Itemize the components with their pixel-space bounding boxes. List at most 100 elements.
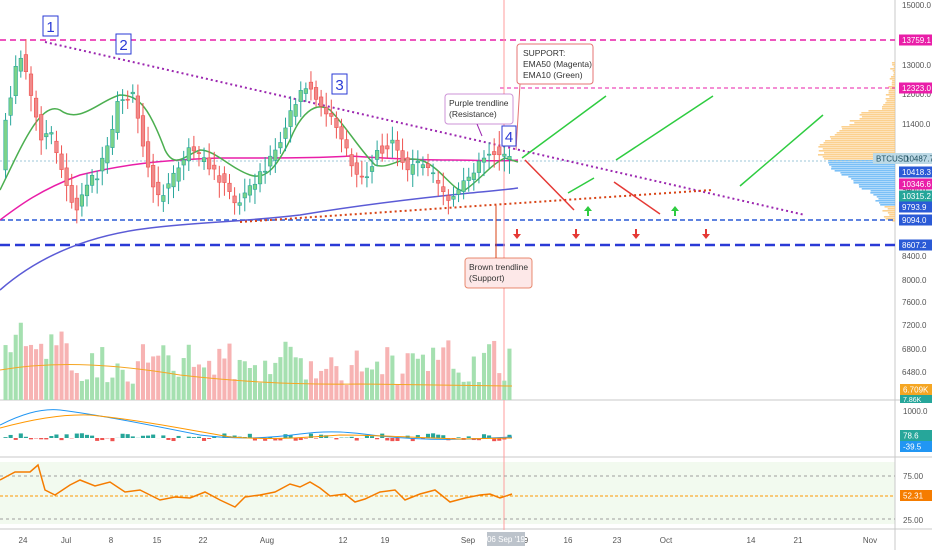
price-level-label: 9094.0 [902,216,927,225]
candle [228,183,232,191]
volume-profile-bar [862,116,895,118]
volume-profile-bar [859,186,895,188]
volume-bar [227,344,231,400]
macd-histogram-bar [39,438,43,439]
volume-profile-bar [854,182,895,184]
candle [19,58,23,71]
macd-histogram-bar [370,436,374,438]
volume-profile-bar [873,194,895,196]
volume-profile-bar [892,62,895,64]
macd-histogram-bar [390,438,394,441]
volume-bar [253,365,257,400]
candle [70,185,74,202]
macd-histogram-bar [126,434,130,438]
volume-bar [360,371,364,400]
candle [65,168,69,186]
candle [187,148,191,161]
candle [304,89,308,94]
volume-profile-bar [885,206,895,208]
volume-profile-bar [840,172,895,174]
candle [182,160,186,165]
candle [487,154,491,155]
candle [508,156,512,159]
rsi-band [0,462,895,524]
volume-bar [34,349,38,400]
volume-profile-bar [891,76,895,78]
macd-histogram-bar [171,438,175,441]
price-level-label: 8607.2 [902,241,927,250]
macd-histogram-bar [131,436,135,438]
brown-annotation[interactable]: Brown trendline (Support) [465,258,532,288]
macd-histogram-bar [110,438,114,441]
candle [131,92,135,94]
candle [482,158,486,162]
volume-profile-bar [889,90,895,92]
macd-histogram-bar [350,437,354,438]
macd-histogram-bar [80,433,84,438]
volume-bar [314,378,318,400]
x-tick-label: Nov [863,536,877,545]
candle [111,129,115,147]
macd-histogram-bar [441,435,445,438]
macd-histogram-bar [166,438,170,440]
support-annotation[interactable]: SUPPORT: EMA50 (Magenta) EMA10 (Green) [517,44,593,84]
volume-bar [294,357,298,400]
candle [380,146,384,153]
candle [136,96,140,118]
volume-profile-bar [878,198,895,200]
volume-bar [497,373,501,400]
y-tick-label: 15000.0 [902,1,931,10]
volume-profile-bar [835,134,895,136]
macd-tick: 1000.0 [903,407,928,416]
volume-profile-bar [888,86,895,88]
volume-bar [131,384,135,400]
macd-histogram-bar [431,433,435,438]
volume-bar [207,361,211,400]
volume-profile-bar [850,120,895,122]
volume-profile-bar [831,168,895,170]
candle [442,187,446,192]
volume-profile-bar [885,102,895,104]
volume-bar [289,347,293,400]
volume-bar [177,377,181,400]
volume-bar [350,365,354,400]
volume-profile-bar [890,78,895,80]
support-annotation-line-1: SUPPORT: [523,48,565,58]
volume-bar [70,370,74,400]
volume-bar [462,382,466,400]
candle [177,168,181,181]
candle [151,165,155,187]
volume-bar [446,340,450,400]
volume-profile-bar [848,176,895,178]
volume-profile-bar [859,184,895,186]
candle [274,150,278,160]
volume-bar [431,348,435,400]
wave-label-4: 4 [505,129,513,146]
x-tick-label: 24 [19,536,28,545]
volume-profile-bar [861,112,895,114]
candle [90,175,94,185]
candle [284,128,288,139]
volume-bar [411,353,415,400]
purple-annotation[interactable]: Purple trendline (Resistance) [445,94,513,124]
macd-histogram-bar [192,437,196,438]
candle [324,108,328,114]
volume-profile-bar [884,216,895,218]
volume-bar [182,358,186,400]
volume-bar [29,345,33,400]
volume-bar [59,332,63,400]
candle [141,116,145,146]
macd-histogram-bar [187,437,191,438]
candle [330,113,334,116]
volume-profile-bar [870,192,895,194]
volume-bar [401,374,405,400]
candle [355,163,359,174]
volume-profile-bar [880,204,895,206]
macd-histogram-bar [202,438,206,441]
macd-histogram-bar [65,434,69,438]
candle [416,161,420,162]
x-tick-label: 14 [747,536,756,545]
volume-bar [426,371,430,400]
